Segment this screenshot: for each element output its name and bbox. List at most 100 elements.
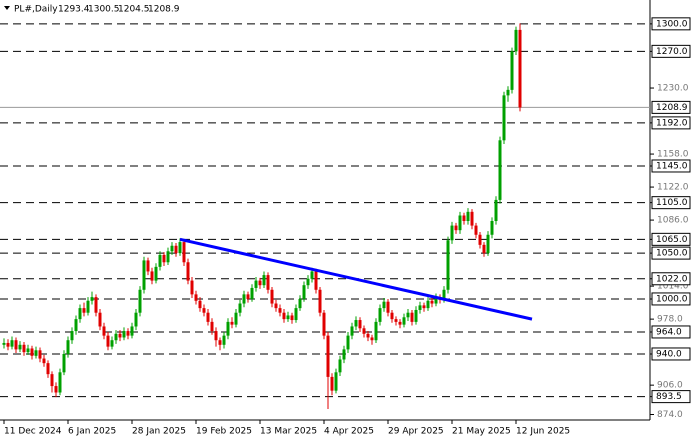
- candle-body: [462, 215, 466, 222]
- level-box: [651, 292, 691, 306]
- candle-body: [258, 280, 262, 286]
- candle-body: [298, 298, 302, 309]
- candle-body: [490, 221, 494, 235]
- x-tick-label: 12 Jun 2025: [516, 427, 570, 437]
- y-tick-label: 874.0: [657, 410, 683, 420]
- candle-body: [430, 300, 434, 304]
- candle-body: [170, 245, 174, 252]
- candle-body: [342, 349, 346, 360]
- y-tick-label: 978.0: [657, 315, 683, 325]
- candle-body: [34, 350, 38, 356]
- candle-body: [338, 359, 342, 373]
- candle-body: [122, 331, 126, 338]
- header-high: 1300.5: [88, 5, 120, 15]
- candle-body: [366, 333, 370, 338]
- candle-body: [106, 335, 110, 347]
- header-icon: [4, 6, 10, 10]
- candle-body: [54, 386, 58, 393]
- candle-body: [398, 321, 402, 325]
- candle-body: [422, 305, 426, 309]
- candle-body: [30, 348, 34, 356]
- candle-body: [74, 319, 78, 332]
- current-price-box: [651, 100, 691, 114]
- candle-body: [514, 29, 518, 52]
- candle-body: [330, 376, 334, 391]
- candle-body: [26, 348, 30, 353]
- candle-body: [86, 300, 90, 313]
- candle-body: [498, 140, 502, 200]
- x-tick-label: 21 May 2025: [452, 427, 511, 437]
- candle-body: [214, 331, 218, 341]
- candle-body: [282, 312, 286, 320]
- candle-body: [518, 29, 522, 108]
- candle-body: [70, 331, 74, 341]
- candle-body: [326, 335, 330, 377]
- header-low: 1204.5: [118, 5, 150, 15]
- level-label: 964.0: [656, 327, 682, 337]
- level-box: [651, 272, 691, 286]
- candle-body: [314, 271, 318, 290]
- candle-body: [502, 95, 506, 141]
- level-label: 1145.0: [656, 161, 688, 171]
- candle-body: [158, 254, 162, 267]
- candle-body: [322, 312, 326, 336]
- candle-body: [478, 234, 482, 245]
- candle-body: [42, 358, 46, 364]
- candle-body: [250, 287, 254, 299]
- candle-body: [178, 242, 182, 254]
- level-box: [651, 44, 691, 58]
- candle-body: [270, 289, 274, 304]
- y-tick-label: 1014.0: [657, 282, 689, 292]
- level-box: [651, 159, 691, 173]
- level-label: 1000.0: [656, 294, 688, 304]
- candle-body: [334, 372, 338, 391]
- candle-body: [506, 89, 510, 96]
- candle-body: [294, 308, 298, 321]
- x-tick-label: 19 Feb 2025: [196, 427, 252, 437]
- candle-body: [66, 340, 70, 354]
- x-tick-label: 4 Apr 2025: [324, 427, 374, 437]
- level-box: [651, 232, 691, 246]
- candle-body: [354, 320, 358, 327]
- candle-body: [110, 340, 114, 347]
- candle-body: [206, 312, 210, 322]
- candle-body: [346, 335, 350, 350]
- candle-body: [302, 285, 306, 299]
- candle-body: [190, 280, 194, 295]
- candle-body: [210, 321, 214, 332]
- candle-body: [378, 308, 382, 322]
- header-close: 1208.9: [148, 5, 180, 15]
- candle-body: [286, 315, 290, 320]
- y-tick-label: 906.0: [657, 381, 683, 391]
- header-open: 1293.4: [58, 5, 90, 15]
- level-box: [651, 196, 691, 210]
- candle-body: [262, 275, 266, 286]
- level-label: 1270.0: [656, 47, 688, 57]
- candle-body: [370, 337, 374, 341]
- candle-body: [402, 317, 406, 325]
- candle-body: [242, 294, 246, 304]
- candle-body: [450, 225, 454, 241]
- candle-body: [226, 321, 230, 336]
- candle-body: [382, 301, 386, 309]
- candle-body: [118, 333, 122, 338]
- candle-body: [138, 289, 142, 313]
- candle-body: [50, 374, 54, 387]
- level-box: [651, 116, 691, 130]
- candle-body: [102, 326, 106, 336]
- candle-body: [58, 372, 62, 393]
- candle-body: [162, 254, 166, 263]
- level-label: 1300.0: [656, 19, 688, 29]
- level-box: [651, 17, 691, 31]
- candle-body: [458, 215, 462, 231]
- candle-body: [62, 353, 66, 373]
- candle-body: [254, 280, 258, 288]
- candle-body: [134, 312, 138, 327]
- candle-body: [442, 289, 446, 300]
- candle-body: [18, 344, 22, 350]
- candle-body: [150, 271, 154, 281]
- candle-body: [130, 326, 134, 336]
- candle-body: [90, 297, 94, 301]
- level-label: 1105.0: [656, 198, 688, 208]
